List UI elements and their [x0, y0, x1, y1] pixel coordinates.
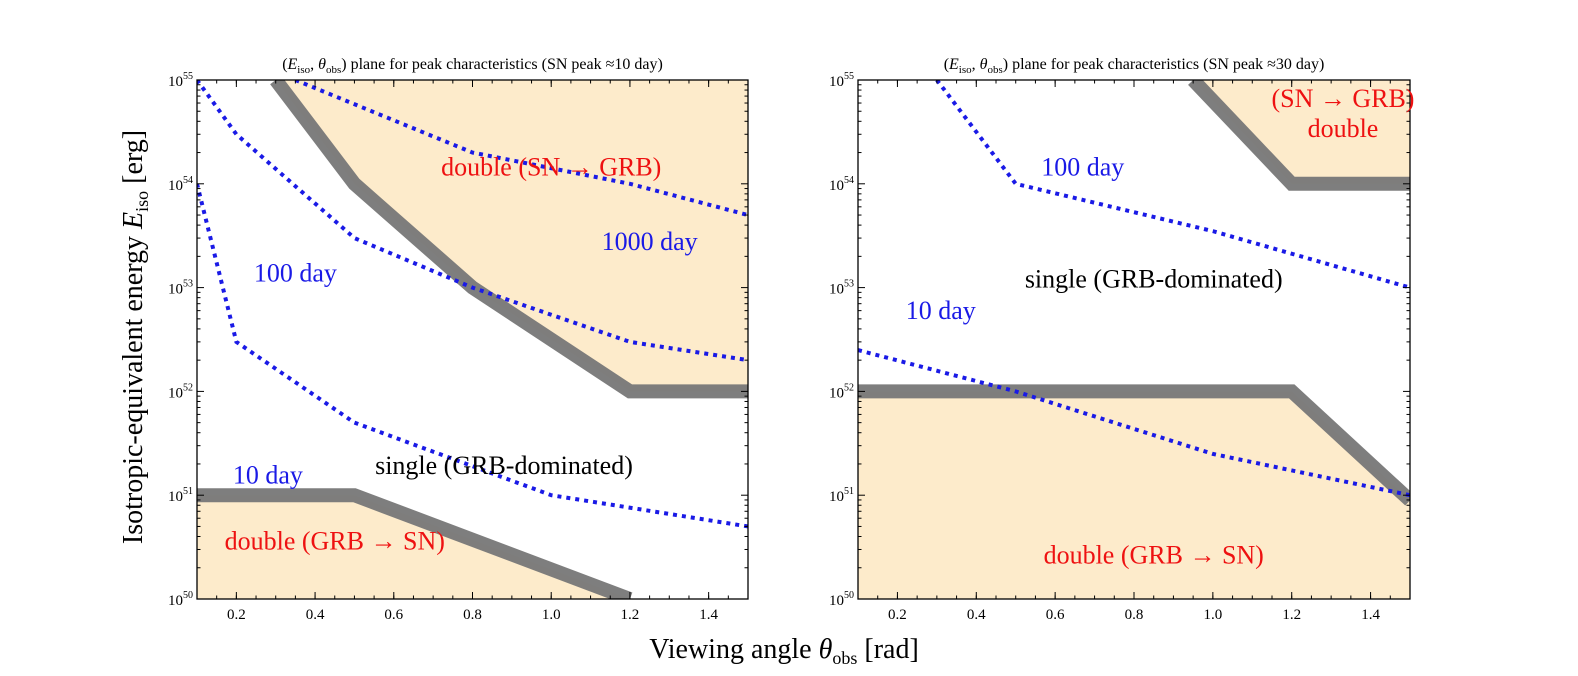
x-tick-label: 1.2 — [621, 607, 640, 623]
y-tick-label: 1050 — [829, 590, 854, 609]
x-tick-label: 1.0 — [542, 607, 561, 623]
dotted-curve-1000-day — [294, 80, 748, 217]
label-1000-day: 1000 day — [602, 227, 698, 256]
y-tick-label: 1052 — [829, 382, 854, 401]
panel-title: (Eiso, θobs) plane for peak characterist… — [282, 56, 663, 76]
y-axis-label: Isotropic-equivalent energy Eiso [erg] — [118, 130, 152, 544]
x-tick-label: 0.4 — [967, 607, 986, 623]
x-axis-label: Viewing angle θobs [rad] — [649, 634, 919, 668]
y-tick-label: 1054 — [829, 175, 854, 194]
y-tick-label: 1051 — [829, 486, 854, 505]
y-tick-label: 1053 — [168, 279, 193, 298]
dotted-curve-100-day — [935, 80, 1410, 290]
label-double-grb-sn: double (GRB → SN) — [1044, 540, 1264, 569]
x-tick-label: 0.8 — [1125, 607, 1144, 623]
left-panel: 0.2 0.4 0.6 0.8 1.0 1.2 1.4 1050 1051 1052 1053 105… — [168, 56, 749, 623]
panel-title: (Eiso, θobs) plane for peak characterist… — [944, 56, 1325, 76]
region-double-grb-sn — [197, 495, 630, 599]
dotted-curve-100-day — [197, 80, 748, 363]
region-double-grb-sn — [858, 391, 1410, 599]
x-tick-label: 1.4 — [699, 607, 718, 623]
label-10-day: 10 day — [233, 460, 303, 489]
label-single: single (GRB-dominated) — [1025, 265, 1283, 294]
dotted-curve-10-day — [197, 183, 748, 529]
label-double-sn-grb: (SN → GRB) double — [1271, 84, 1414, 143]
plot-area — [197, 80, 748, 599]
plot-area — [858, 80, 1410, 599]
label-100-day: 100 day — [254, 258, 337, 287]
y-tick-label: 1052 — [168, 382, 193, 401]
boundary-lower — [197, 488, 633, 599]
label-10-day: 10 day — [906, 296, 976, 325]
y-tick-label: 1051 — [168, 486, 193, 505]
x-tick-label: 0.2 — [227, 607, 246, 623]
x-tick-label: 0.6 — [384, 607, 403, 623]
y-tick-label: 1050 — [168, 590, 193, 609]
y-tick-label: 1054 — [168, 175, 193, 194]
x-tick-label: 1.0 — [1203, 607, 1222, 623]
y-tick-label: 1053 — [829, 279, 854, 298]
x-tick-label: 0.6 — [1046, 607, 1065, 623]
label-100-day: 100 day — [1041, 153, 1124, 182]
x-tick-label: 0.8 — [463, 607, 482, 623]
y-tick-label: 1055 — [168, 71, 193, 90]
region-double-sn-grb — [275, 80, 748, 392]
label-single: single (GRB-dominated) — [375, 451, 633, 480]
x-tick-label: 1.2 — [1282, 607, 1301, 623]
x-tick-label: 1.4 — [1361, 607, 1380, 623]
boundary-lower — [858, 384, 1410, 506]
boundary-upper — [1188, 80, 1410, 191]
region-double-sn-grb — [1193, 80, 1410, 184]
dotted-curve-10-day — [858, 348, 1410, 498]
y-tick-label: 1055 — [829, 71, 854, 90]
label-double-grb-sn: double (GRB → SN) — [225, 526, 445, 555]
x-tick-label: 0.4 — [306, 607, 325, 623]
label-double-sn-grb: double (SN → GRB) — [441, 153, 661, 182]
right-panel: 0.2 0.4 0.6 0.8 1.0 1.2 1.4 1050 1051 1052 1053 105… — [829, 56, 1414, 623]
x-tick-label: 0.2 — [888, 607, 907, 623]
